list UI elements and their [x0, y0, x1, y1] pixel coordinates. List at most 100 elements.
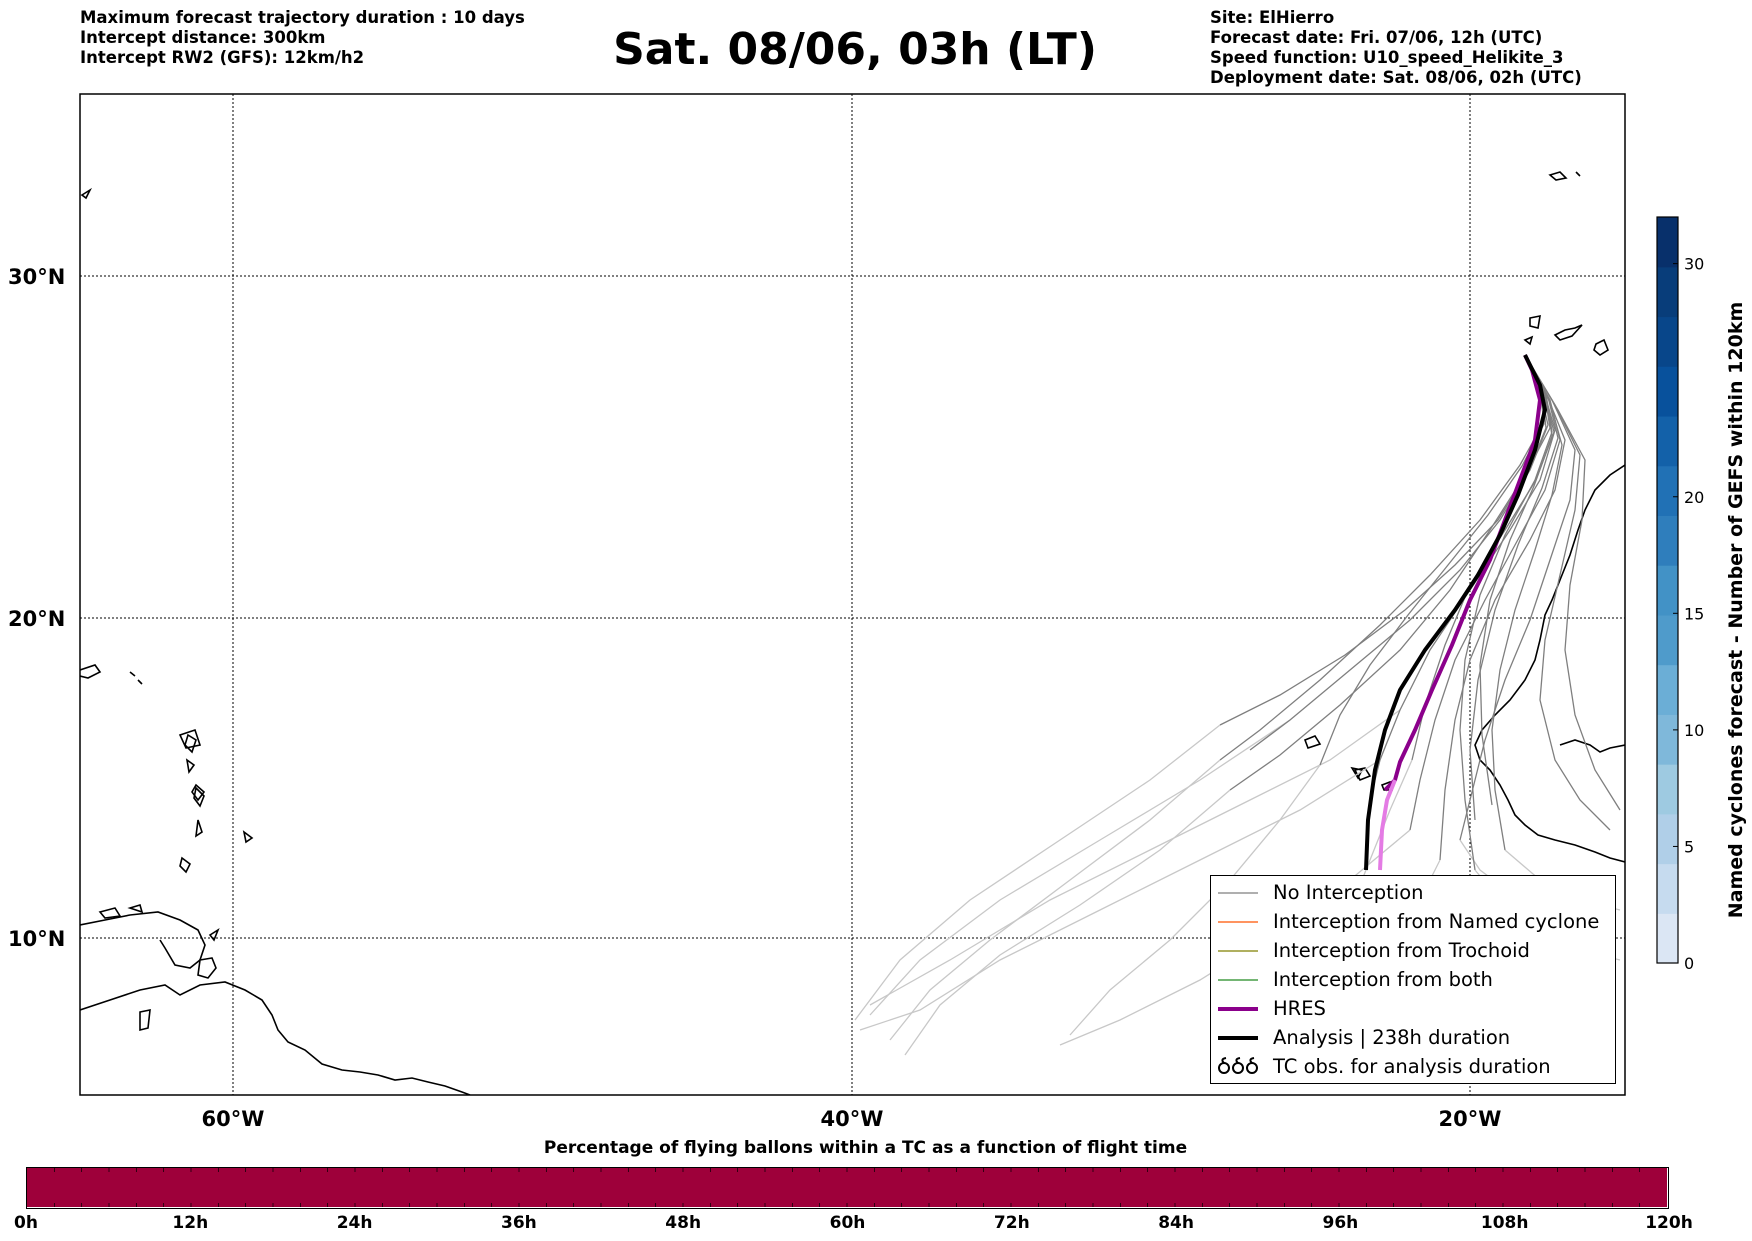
coastlines [80, 171, 1625, 1095]
trajectory-no-interception [1491, 354, 1563, 851]
south-america-coast [80, 981, 471, 1095]
lat-label-30: 30°N [8, 265, 65, 289]
line-swatch-icon [1211, 919, 1265, 925]
trajectory-no-interception [1319, 354, 1545, 766]
lat-label-10: 10°N [8, 927, 65, 951]
colorbar-segment [1657, 614, 1678, 666]
trajectory-no-interception [1524, 354, 1621, 811]
trajectory-faded [869, 719, 1291, 1016]
trajectory-faded [904, 789, 1231, 1056]
lesser-antilles-e [179, 856, 192, 874]
venezuela-coast [80, 911, 206, 969]
trajectory-no-interception [1439, 354, 1566, 861]
legend-label: Interception from both [1273, 968, 1493, 991]
curacao-islands [98, 904, 144, 919]
madeira-island [1548, 171, 1581, 181]
max-duration-text: Maximum forecast trajectory duration : 1… [80, 8, 525, 27]
colorbar-tick-label: 0 [1684, 954, 1694, 973]
colorbar-segment [1657, 863, 1678, 914]
trajectory-faded [889, 759, 1221, 1041]
colorbar-segment [1657, 813, 1678, 865]
forecast-date-text: Forecast date: Fri. 07/06, 12h (UTC) [1210, 28, 1543, 47]
legend-label: No Interception [1273, 881, 1424, 904]
colorbar-tick-label: 30 [1684, 255, 1704, 274]
colorbar-tick-label: 10 [1684, 721, 1704, 740]
legend-item-tc-obs: TC obs. for analysis duration [1211, 1052, 1615, 1081]
longitude-labels: 60°W 40°W 20°W [202, 1107, 1502, 1131]
legend: No Interception Interception from Named … [1210, 875, 1616, 1084]
lesser-antilles-b [191, 783, 206, 802]
intercept-distance-text: Intercept distance: 300km [80, 28, 326, 47]
trajectory-hres-late [1378, 779, 1397, 871]
colorbar-segment [1657, 266, 1678, 318]
time-bar-filled-area [27, 1168, 1667, 1207]
line-swatch-icon [1211, 890, 1265, 896]
lon-label-60: 60°W [202, 1107, 265, 1131]
colorbar-tick-label: 5 [1684, 837, 1694, 856]
time-bar [26, 1167, 1669, 1209]
colorbar-segment [1657, 415, 1678, 467]
line-swatch-icon [1211, 1035, 1265, 1041]
speed-function-text: Speed function: U10_speed_Helikite_3 [1210, 48, 1564, 67]
time-bar-tick-label: 24h [336, 1213, 373, 1233]
trajectory-no-interception [1524, 354, 1611, 831]
legend-item-named-cyclone: Interception from Named cyclone [1211, 907, 1615, 936]
trajectory-no-interception [1479, 354, 1553, 806]
trajectory-hres [1383, 354, 1543, 792]
trinidad-island [197, 957, 217, 979]
puerto-rico-island [80, 664, 102, 679]
colorbar-segment [1657, 664, 1678, 715]
trajectory-faded [854, 724, 1221, 1021]
line-swatch-icon [1211, 977, 1265, 983]
africa-coast [1474, 464, 1625, 863]
canary-island-d [1523, 335, 1534, 346]
colorbar-segment [1657, 366, 1678, 417]
canary-island-b [1553, 324, 1583, 341]
time-bar-fill [27, 1168, 1667, 1207]
colorbar-segment [1657, 565, 1678, 616]
lesser-antilles-a [184, 733, 197, 754]
run-parameters: Maximum forecast trajectory duration : 1… [80, 8, 525, 68]
guinea-bissau-coast [1559, 739, 1625, 753]
legend-item-both: Interception from both [1211, 965, 1615, 994]
trajectory-faded [869, 709, 1401, 1006]
colorbar-tick-label: 15 [1684, 604, 1704, 623]
canary-island-c [1593, 338, 1609, 356]
time-bar-tick-label: 120h [1645, 1213, 1693, 1233]
guadeloupe-island [178, 728, 202, 749]
colorbar-segment [1657, 764, 1678, 815]
grenada-island [139, 1009, 151, 1032]
time-bar-tick-label: 0h [14, 1213, 38, 1233]
time-bar-tick-label: 48h [665, 1213, 702, 1233]
tobago-island [208, 928, 220, 942]
virgin-islands [129, 671, 143, 685]
colorbar-segment [1657, 316, 1678, 367]
trajectory-no-interception [1459, 354, 1576, 841]
colorbar-segment [1657, 465, 1678, 516]
trajectory-faded [859, 759, 1381, 1031]
legend-label: Interception from Named cyclone [1273, 910, 1600, 933]
trajectory-no-interception [1369, 354, 1556, 801]
trajectory-no-interception [1229, 354, 1551, 791]
trajectory-faded [1069, 764, 1321, 1036]
time-bar-tick-label: 36h [501, 1213, 537, 1233]
time-bar-tick-label: 84h [1158, 1213, 1194, 1233]
colorbar-segment [1657, 913, 1678, 964]
colorbar-segment [1657, 515, 1678, 566]
colorbar-title: Named cyclones forecast - Number of GEFS… [1725, 302, 1747, 919]
martinique-island [193, 786, 205, 808]
latitude-labels: 30°N 20°N 10°N [8, 265, 65, 951]
small-north-island [80, 187, 92, 200]
line-swatch-icon [1211, 948, 1265, 954]
lesser-antilles-f [242, 830, 254, 844]
cape-verde-a [1303, 735, 1322, 750]
legend-item-analysis: Analysis | 238h duration [1211, 1023, 1615, 1052]
time-bar-tick-label: 12h [172, 1213, 209, 1233]
map-frame [79, 93, 1626, 1096]
colorbar: 0 5 10 15 20 30 [1656, 216, 1704, 973]
line-swatch-icon [1211, 1006, 1265, 1012]
lesser-antilles-d [185, 758, 196, 775]
legend-label: Analysis | 238h duration [1273, 1026, 1511, 1049]
legend-label: HRES [1273, 997, 1326, 1020]
lon-label-20: 20°W [1439, 1107, 1502, 1131]
